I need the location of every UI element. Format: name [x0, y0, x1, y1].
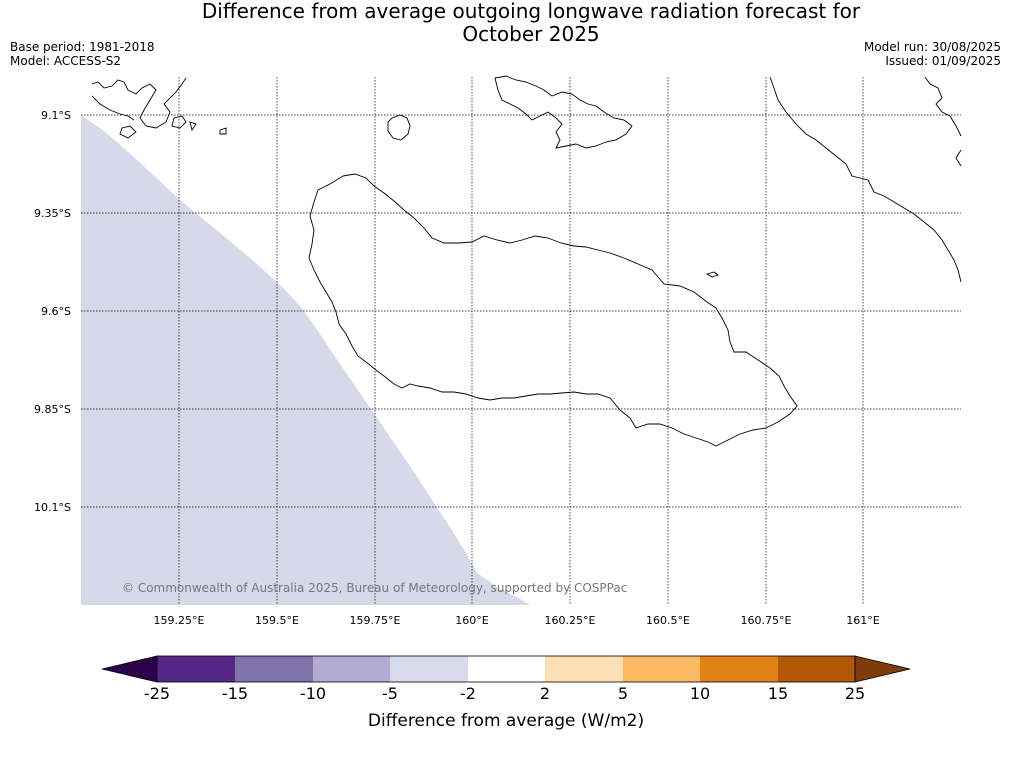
coastlines [91, 75, 962, 447]
coastline-malaita-north [924, 76, 962, 167]
coastline-guadalcanal [308, 173, 798, 447]
lon-label: 160.25°E [545, 614, 596, 627]
coastline-malaita [769, 76, 962, 283]
anomaly-region [81, 115, 530, 605]
coastline-small-islet [705, 271, 719, 278]
title-line-2: October 2025 [462, 22, 600, 46]
colorbar-segment [623, 656, 700, 682]
map-title: Difference from average outgoing longwav… [0, 0, 1011, 46]
lon-label: 159.75°E [350, 614, 401, 627]
title-line-1: Difference from average outgoing longwav… [201, 0, 861, 23]
meta-right: Model run: 30/08/2025 Issued: 01/09/2025 [864, 40, 1001, 68]
colorbar-tick: -5 [382, 684, 398, 703]
lat-label: 9.1°S [41, 109, 71, 122]
colorbar-tick: -25 [144, 684, 170, 703]
colorbar-extend-high [854, 655, 911, 683]
lon-label: 160.5°E [646, 614, 690, 627]
colorbar-outline [156, 655, 856, 683]
graticule [81, 77, 961, 605]
coastline-florida-west [91, 77, 227, 139]
base-period: Base period: 1981-2018 [10, 40, 155, 54]
map-panel [81, 75, 962, 605]
colorbar-segment [700, 656, 778, 682]
lon-label: 161°E [846, 614, 879, 627]
colorbar-tick: 2 [540, 684, 550, 703]
colorbar-tick: -10 [300, 684, 326, 703]
colorbar-segment [390, 656, 468, 682]
lon-label: 159.5°E [255, 614, 299, 627]
lat-label: 10.1°S [34, 501, 71, 514]
model-name: Model: ACCESS-S2 [10, 54, 122, 68]
colorbar-label: Difference from average (W/m2) [368, 711, 644, 731]
colorbar: -25 -15 -10 -5 -2 2 5 10 15 25 Differenc… [101, 655, 911, 731]
colorbar-tick: 10 [690, 684, 710, 703]
colorbar-tick: -2 [460, 684, 476, 703]
colorbar-ticks: -25 -15 -10 -5 -2 2 5 10 15 25 [144, 684, 865, 703]
lat-label: 9.35°S [34, 207, 71, 220]
meta-left: Base period: 1981-2018 Model: ACCESS-S2 [10, 40, 155, 68]
lat-label: 9.85°S [34, 403, 71, 416]
colorbar-tick: -15 [222, 684, 248, 703]
colorbar-segment [313, 656, 390, 682]
colorbar-segment [468, 656, 545, 682]
lon-labels: 159.25°E 159.5°E 159.75°E 160°E 160.25°E… [154, 614, 880, 627]
colorbar-tick: 15 [768, 684, 788, 703]
lon-label: 160.75°E [741, 614, 792, 627]
colorbar-tick: 25 [845, 684, 865, 703]
colorbar-segment [778, 656, 855, 682]
lat-labels: 9.1°S 9.35°S 9.6°S 9.85°S 10.1°S [34, 109, 71, 514]
lon-label: 160°E [455, 614, 488, 627]
copyright-notice: © Commonwealth of Australia 2025, Bureau… [122, 581, 627, 595]
lon-label: 159.25°E [154, 614, 205, 627]
colorbar-segment [157, 656, 235, 682]
issued-date: Issued: 01/09/2025 [885, 54, 1001, 68]
lat-label: 9.6°S [41, 305, 71, 318]
colorbar-tick: 5 [618, 684, 628, 703]
coastline-savo-island [387, 114, 411, 141]
coastline-ngella-islands [494, 75, 633, 149]
colorbar-segment [545, 656, 623, 682]
model-run: Model run: 30/08/2025 [863, 40, 1001, 54]
colorbar-segment [235, 656, 313, 682]
colorbar-extend-low [101, 655, 158, 683]
